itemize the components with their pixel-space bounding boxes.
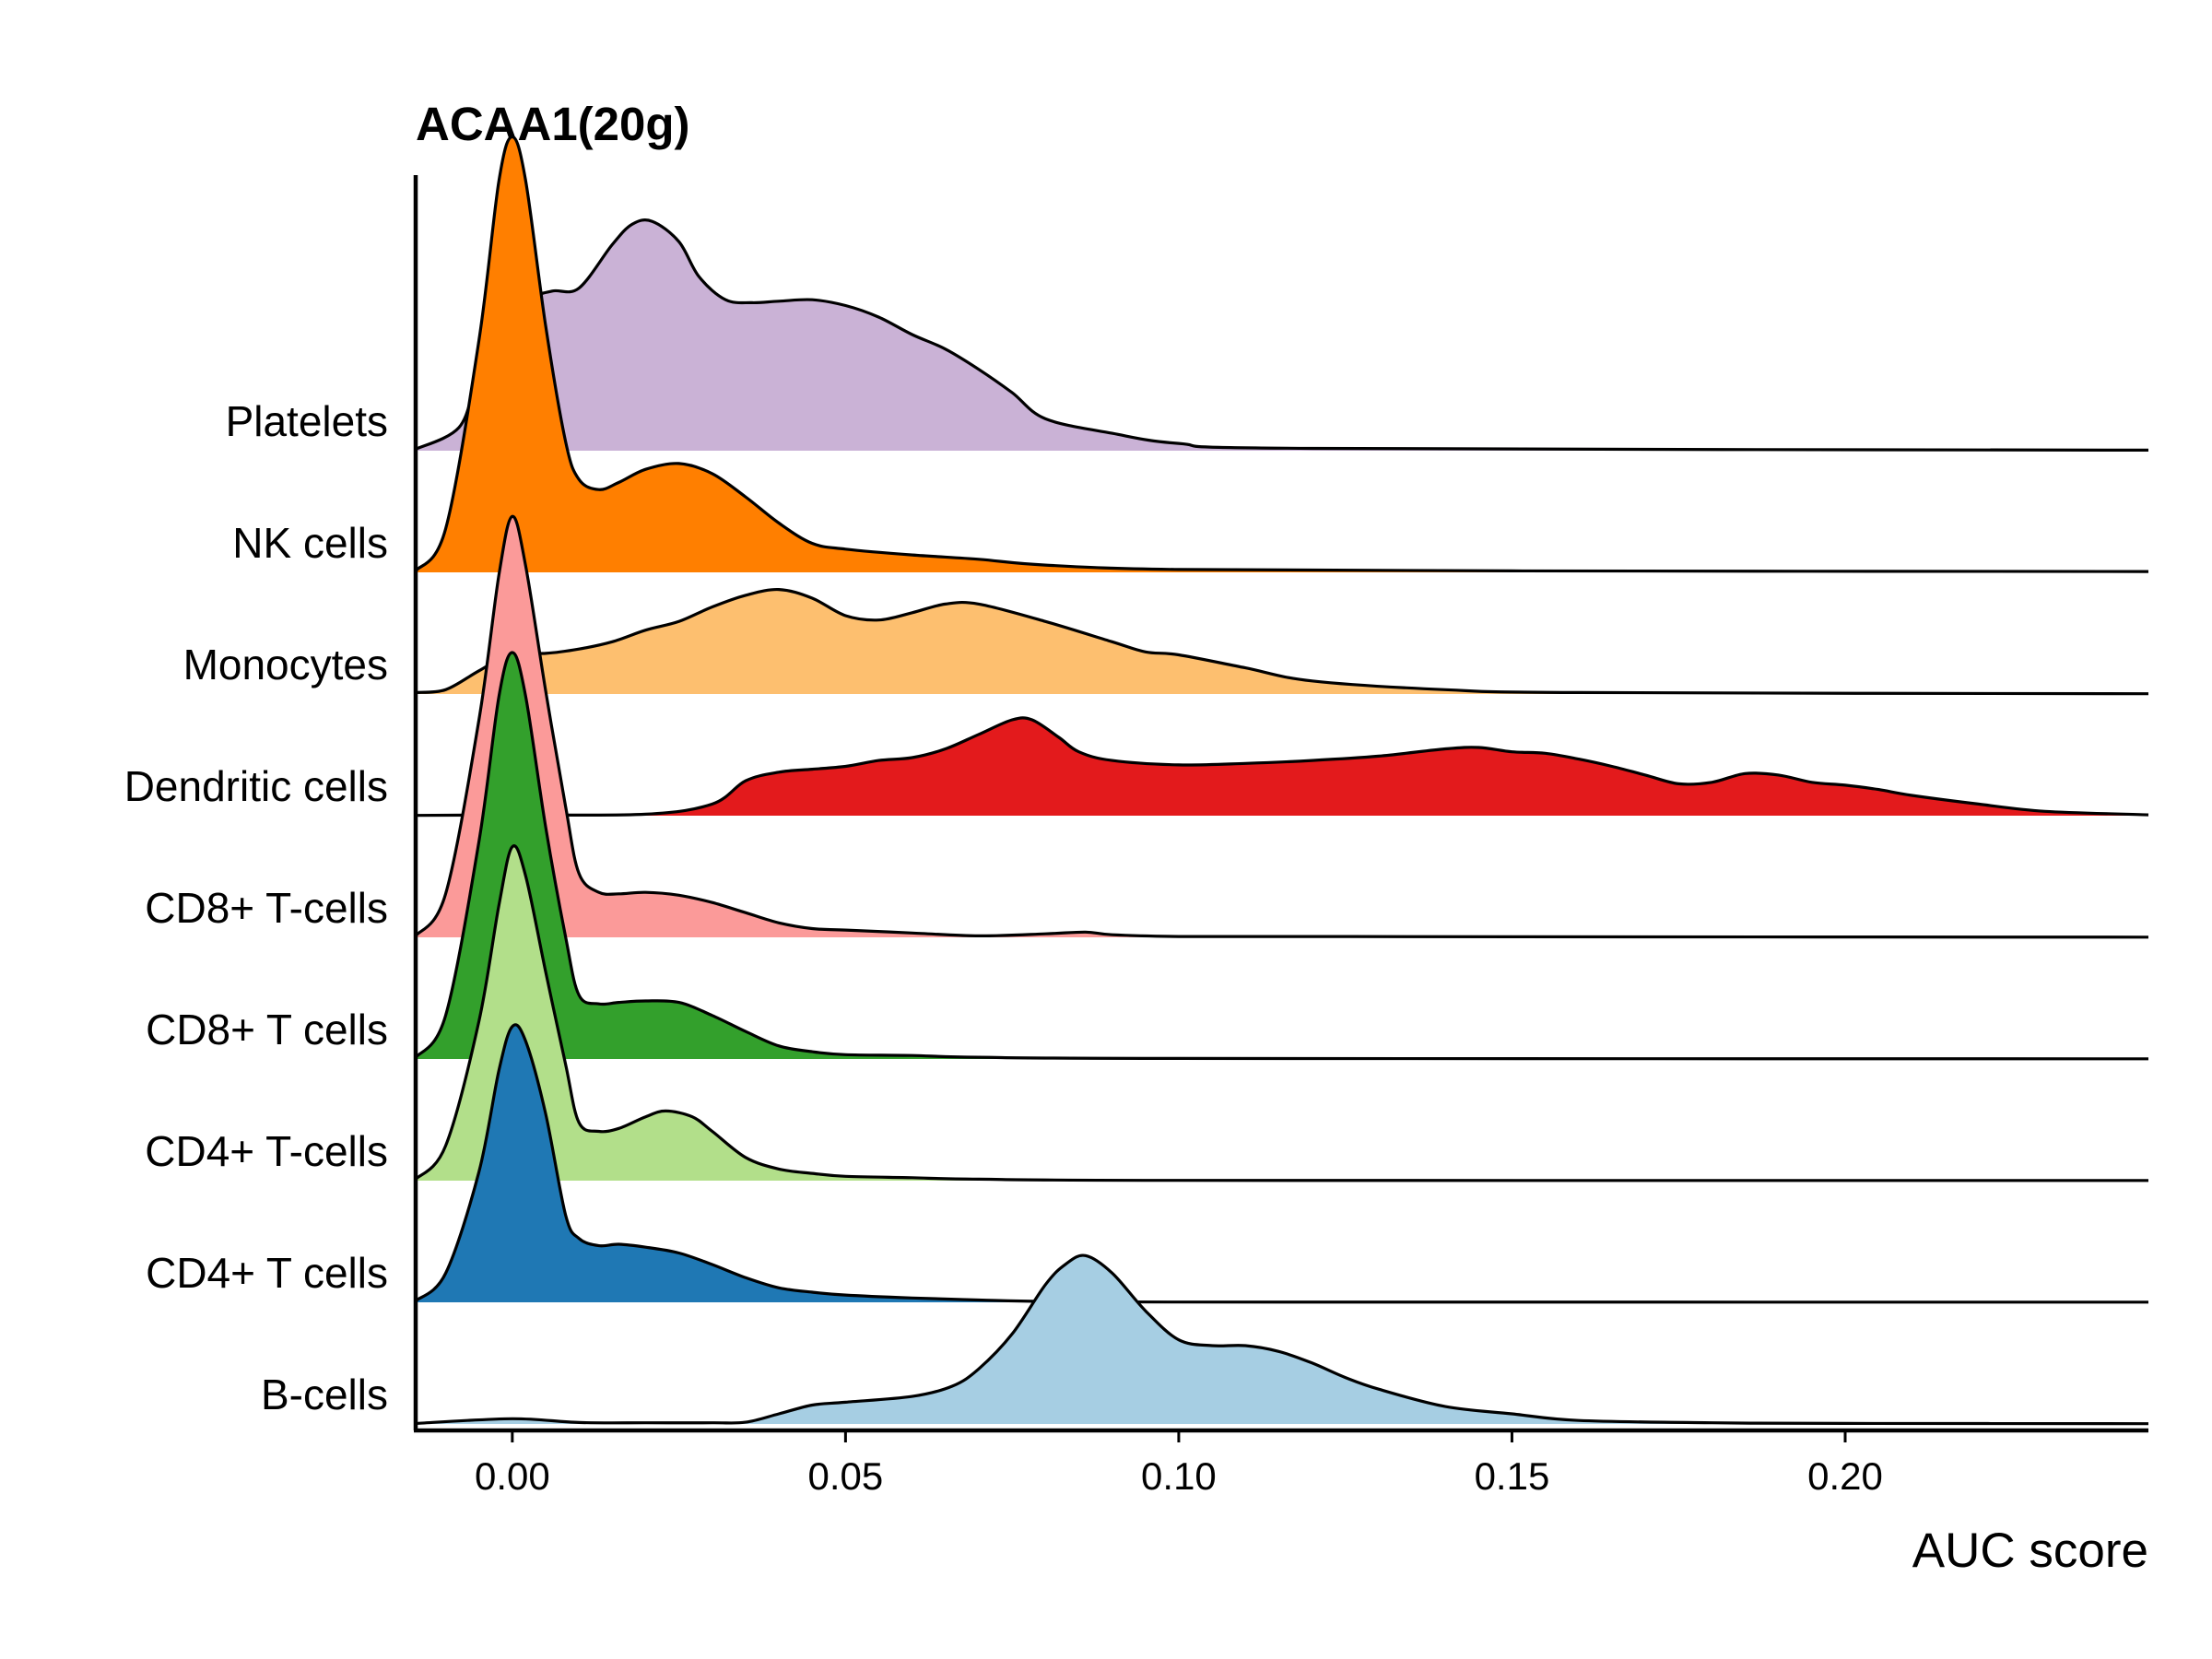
x-tick-label: 0.00: [475, 1454, 550, 1498]
ridge-line-b-cells: [415, 1253, 2149, 1426]
ridge-area-b-cells: [416, 1255, 2148, 1424]
ridge-line-monocytes: [415, 587, 2149, 696]
ridge-area-monocytes: [416, 589, 2148, 694]
x-tick-label: 0.20: [1807, 1454, 1883, 1498]
ridge-line-cd8-t-cells: [414, 514, 2149, 939]
ridge-area-cd8-t-cells: [416, 516, 2148, 937]
ridge-area-nk-cells: [416, 136, 2148, 572]
ridges: [414, 135, 2149, 1426]
y-label-monocytes: Monocytes: [183, 641, 388, 688]
ridge-line-cd8-t-cells: [414, 651, 2149, 1061]
chart-title: ACAA1(20g): [416, 98, 690, 150]
y-label-dendritic-cells: Dendritic cells: [124, 762, 388, 810]
ridge-line-dendritic-cells: [415, 716, 2149, 818]
ridge-area-cd4-t-cells: [416, 845, 2148, 1181]
y-label-nk-cells: NK cells: [232, 519, 388, 567]
y-label-cd4-t-cells: CD4+ T-cells: [145, 1127, 388, 1175]
x-tick-label: 0.10: [1141, 1454, 1217, 1498]
y-label-cd4-t-cells: CD4+ T cells: [146, 1249, 388, 1297]
y-labels: B-cells CD4+ T cells CD4+ T-cells CD8+ T ce…: [124, 397, 388, 1418]
ridge-line-nk-cells: [414, 135, 2149, 573]
y-label-cd8-t-cells: CD8+ T-cells: [145, 884, 388, 932]
x-axis-label: AUC score: [1912, 1524, 2148, 1578]
ridge-area-dendritic-cells: [416, 717, 2148, 816]
ridge-area-platelets: [416, 219, 2148, 451]
ridge-line-platelets: [415, 218, 2149, 452]
y-label-cd8-t-cells: CD8+ T cells: [146, 1006, 388, 1053]
ridge-line-cd4-t-cells: [414, 844, 2149, 1182]
x-tick-label: 0.05: [808, 1454, 884, 1498]
ridge-area-cd4-t-cells: [416, 1024, 2148, 1302]
ridge-area-cd8-t-cells: [416, 653, 2148, 1059]
x-tick-label: 0.15: [1475, 1454, 1550, 1498]
y-label-b-cells: B-cells: [261, 1371, 388, 1418]
x-ticks: 0.00 0.05 0.10 0.15 0.20: [475, 1430, 1883, 1498]
y-label-platelets: Platelets: [226, 397, 388, 445]
